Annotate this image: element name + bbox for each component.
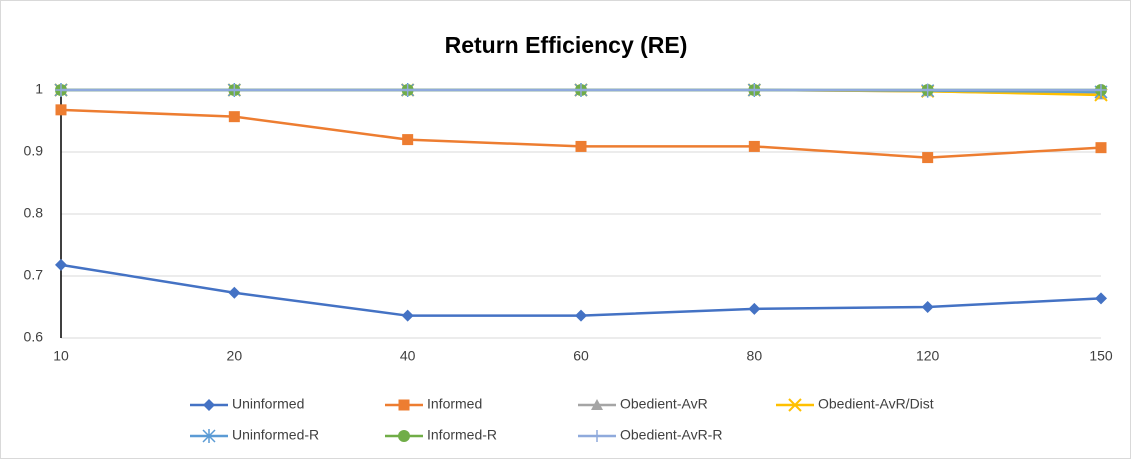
legend-label: Informed-R: [427, 427, 497, 443]
x-tick-label: 120: [916, 348, 940, 364]
data-marker: [228, 111, 240, 123]
data-marker: [575, 140, 587, 152]
data-marker: [228, 84, 241, 96]
x-tick-label: 150: [1089, 348, 1113, 364]
data-marker: [921, 84, 934, 96]
legend-marker: [398, 430, 410, 442]
data-marker: [55, 84, 67, 96]
data-marker: [1095, 84, 1107, 96]
legend-label: Uninformed-R: [232, 427, 319, 443]
legend-label: Obedient-AvR: [620, 396, 708, 412]
legend-marker: [398, 399, 410, 411]
y-tick-label: 1: [35, 81, 43, 97]
data-marker: [748, 302, 761, 315]
data-marker: [401, 309, 414, 322]
data-marker: [55, 258, 67, 271]
x-tick-label: 10: [53, 348, 69, 364]
legend-marker: [202, 429, 216, 443]
data-marker: [402, 134, 414, 146]
data-marker: [228, 286, 241, 299]
legend-label: Uninformed: [232, 396, 304, 412]
x-tick-label: 80: [747, 348, 763, 364]
data-marker: [1095, 292, 1107, 305]
data-marker: [922, 152, 934, 164]
x-tick-label: 40: [400, 348, 416, 364]
data-marker: [401, 84, 414, 96]
y-tick-label: 0.8: [24, 205, 44, 221]
x-tick-label: 60: [573, 348, 589, 364]
data-marker: [1095, 142, 1107, 154]
x-tick-label: 20: [227, 348, 243, 364]
legend-marker: [203, 399, 215, 411]
y-tick-label: 0.7: [24, 267, 44, 283]
legend-label: Obedient-AvR-R: [620, 427, 722, 443]
data-marker: [55, 104, 67, 116]
data-marker: [575, 84, 587, 96]
legend-label: Informed: [427, 396, 482, 412]
data-marker: [921, 301, 934, 313]
data-marker: [748, 84, 761, 96]
legend-marker: [591, 399, 603, 410]
legend-marker: [591, 430, 603, 442]
y-tick-label: 0.9: [24, 143, 44, 159]
legend-label: Obedient-AvR/Dist: [818, 396, 934, 412]
data-marker: [575, 309, 587, 322]
legend-marker: [788, 398, 802, 412]
data-marker: [748, 140, 760, 152]
y-tick-label: 0.6: [24, 329, 44, 345]
chart-title: Return Efficiency (RE): [445, 32, 688, 58]
